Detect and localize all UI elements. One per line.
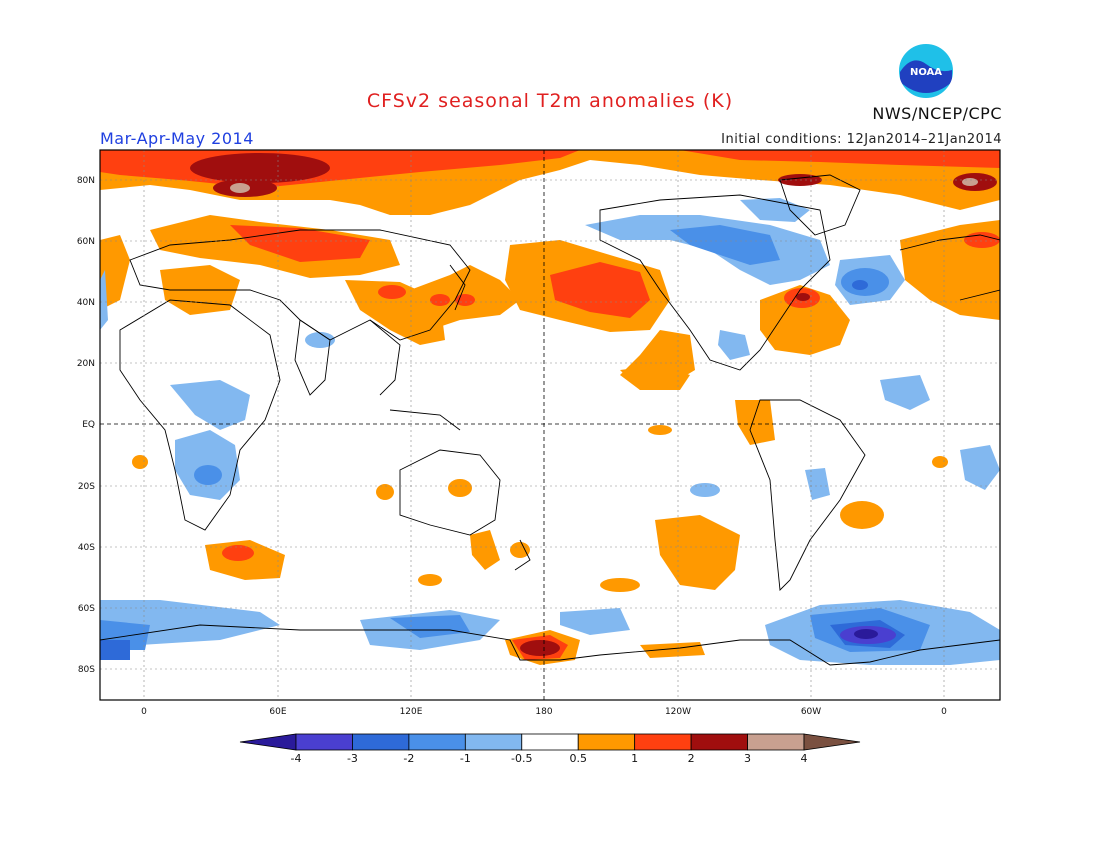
lat-label: 40N xyxy=(77,298,95,308)
colorbar-segment xyxy=(521,733,579,751)
colorbar-segment xyxy=(690,733,748,751)
agency-label: NWS/NCEP/CPC xyxy=(872,104,1002,123)
colorbar-segment xyxy=(408,733,466,751)
colorbar-segment xyxy=(464,733,523,751)
colorbar-segment xyxy=(747,733,805,751)
coastlines xyxy=(100,174,1000,666)
colorbar-label: -3 xyxy=(347,752,358,765)
latitude-labels: 80N 60N 40N 20N EQ 20S 40S 60S 80S xyxy=(77,176,95,675)
colorbar-segment xyxy=(352,733,410,751)
lat-label: 20N xyxy=(77,359,95,369)
lat-label: EQ xyxy=(82,420,95,430)
lon-label: 0 xyxy=(941,707,947,717)
lat-label: 60S xyxy=(78,604,95,614)
lat-label: 20S xyxy=(78,482,95,492)
colorbar-label: 0.5 xyxy=(569,752,587,765)
colorbar-label: -2 xyxy=(403,752,414,765)
colorbar-label: 4 xyxy=(801,752,808,765)
lat-label: 60N xyxy=(77,237,95,247)
colorbar-segment xyxy=(577,733,636,751)
lon-label: 120E xyxy=(400,707,423,717)
noaa-logo-text: NOAA xyxy=(910,67,942,78)
noaa-logo: NOAA xyxy=(897,42,955,100)
chart-title: CFSv2 seasonal T2m anomalies (K) xyxy=(366,90,734,112)
lat-label: 40S xyxy=(78,543,95,553)
colorbar-segment xyxy=(295,733,353,751)
graticule xyxy=(100,150,1000,700)
colorbar-segment xyxy=(803,733,861,751)
longitude-labels: 0 60E 120E 180 120W 60W 0 xyxy=(141,707,947,717)
lat-label: 80N xyxy=(77,176,95,186)
colorbar-segment xyxy=(239,733,297,751)
lon-label: 180 xyxy=(535,707,552,717)
colorbar-segment xyxy=(634,733,692,751)
colorbar-label: -1 xyxy=(460,752,471,765)
colorbar-label: 3 xyxy=(744,752,751,765)
colorbar-label: 2 xyxy=(688,752,695,765)
lon-label: 60E xyxy=(269,707,286,717)
colorbar-label: 1 xyxy=(631,752,638,765)
colorbar-label: -4 xyxy=(291,752,302,765)
map-frame xyxy=(99,149,1001,701)
season-label: Mar-Apr-May 2014 xyxy=(100,129,254,148)
colorbar-label: -0.5 xyxy=(511,752,532,765)
lon-label: 120W xyxy=(665,707,691,717)
lon-label: 0 xyxy=(141,707,147,717)
lon-label: 60W xyxy=(801,707,821,717)
lat-label: 80S xyxy=(78,665,95,675)
initial-conditions-label: Initial conditions: 12Jan2014–21Jan2014 xyxy=(721,132,1002,147)
anomaly-field xyxy=(100,150,1000,665)
colorbar: -4 -3 -2 -1 -0.5 0.5 1 2 3 4 xyxy=(239,733,861,765)
